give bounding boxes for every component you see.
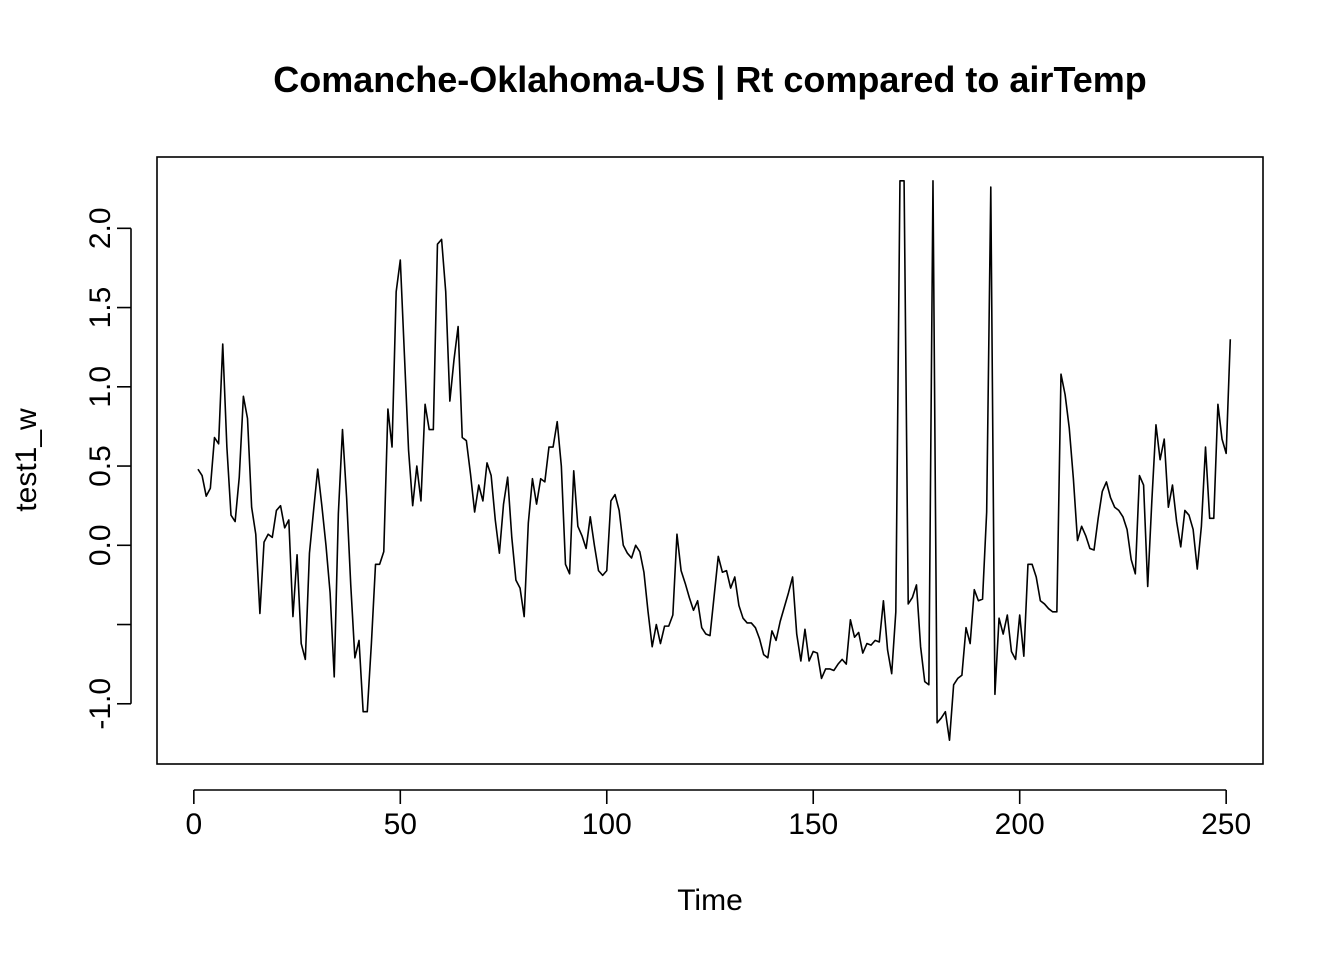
chart-title: Comanche-Oklahoma-US | Rt compared to ai…	[273, 59, 1147, 101]
plot-frame	[156, 156, 1264, 765]
x-tick-label: 100	[582, 808, 632, 841]
y-axis: -1.0 0.0 0.5 1.0 1.5 2.0	[84, 207, 132, 730]
x-axis: 0 50 100 150 200 250	[185, 789, 1251, 841]
y-tick-label: 2.0	[84, 207, 117, 249]
y-tick-label: 0.0	[84, 524, 117, 566]
y-tick-label: -1.0	[84, 678, 117, 730]
x-tick-label: 200	[995, 808, 1045, 841]
y-tick-label: 0.5	[84, 445, 117, 487]
series-line	[197, 179, 1232, 742]
x-axis-title: Time	[677, 884, 743, 917]
y-tick-label: 1.5	[84, 287, 117, 329]
x-tick-label: 250	[1201, 808, 1251, 841]
x-tick-label: 150	[788, 808, 838, 841]
y-tick-label: 1.0	[84, 366, 117, 408]
x-tick-label: 0	[185, 808, 202, 841]
y-axis-title: test1_w	[10, 408, 43, 512]
x-tick-label: 50	[384, 808, 417, 841]
